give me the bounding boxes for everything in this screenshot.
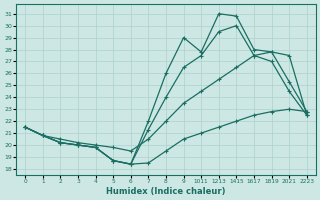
X-axis label: Humidex (Indice chaleur): Humidex (Indice chaleur) — [106, 187, 226, 196]
